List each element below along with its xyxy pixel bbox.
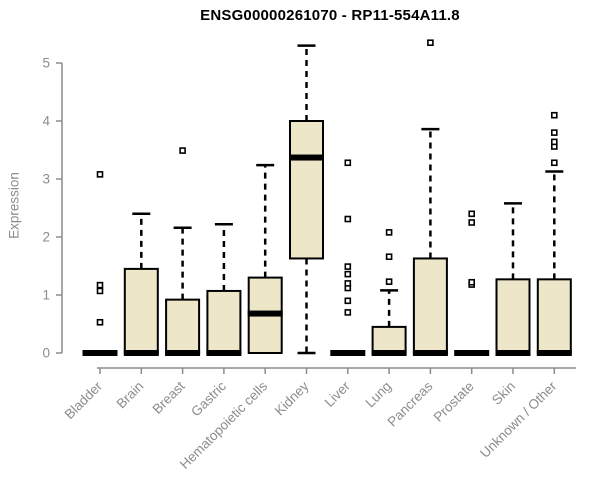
x-tick-label: Brain <box>114 379 147 412</box>
outlier-point-liver <box>344 309 352 316</box>
median-line-kidney <box>289 154 324 161</box>
box-skin <box>495 278 531 354</box>
outlier-point-liver <box>344 270 352 278</box>
median-line-breast <box>165 350 201 356</box>
x-tick-label: Unknown / Other <box>477 378 560 461</box>
outlier-point-unknown-other <box>550 129 558 136</box>
outlier-point-liver <box>344 159 352 167</box>
box-brain <box>123 267 159 354</box>
median-line-liver <box>330 350 366 356</box>
x-tick-label: Breast <box>150 378 188 416</box>
median-line-unknown-other <box>536 350 572 356</box>
outlier-point-lung <box>385 278 393 285</box>
x-tick-label: Kidney <box>272 378 312 418</box>
outlier-point-liver <box>344 263 352 270</box>
outlier-point-bladder <box>96 171 104 178</box>
median-line-pancreas <box>412 350 448 356</box>
outlier-point-lung <box>385 253 393 261</box>
outlier-point-prostate <box>468 210 476 218</box>
box-pancreas <box>412 257 448 354</box>
median-line-lung <box>371 350 407 356</box>
outlier-point-liver <box>344 215 352 223</box>
x-tick-label: Pancreas <box>385 378 436 429</box>
x-tick-label: Liver <box>322 378 354 410</box>
outlier-point-liver <box>344 297 352 305</box>
x-tick-label: Bladder <box>62 378 106 422</box>
box-breast <box>165 298 201 355</box>
median-line-gastric <box>206 350 242 356</box>
y-tick-label: 4 <box>42 114 50 129</box>
y-tick-label: 5 <box>42 56 50 71</box>
median-line-prostate <box>454 350 490 356</box>
x-tick-label: Prostate <box>431 379 477 425</box>
outlier-point-unknown-other <box>550 138 558 146</box>
outlier-point-bladder <box>96 281 104 289</box>
y-tick-label: 3 <box>42 172 50 187</box>
outlier-point-unknown-other <box>550 159 558 167</box>
x-tick-label: Gastric <box>188 378 229 419</box>
x-tick-label: Skin <box>489 379 518 408</box>
box-kidney <box>289 120 324 260</box>
outlier-point-bladder <box>96 318 104 326</box>
box-gastric <box>206 289 242 355</box>
outlier-point-unknown-other <box>550 111 558 119</box>
y-tick-label: 0 <box>42 346 50 361</box>
outlier-point-pancreas <box>427 39 434 47</box>
outlier-point-prostate <box>468 278 476 286</box>
outlier-point-breast <box>179 147 186 154</box>
outlier-point-lung <box>385 229 393 236</box>
box-unknown-other <box>536 278 572 354</box>
median-line-skin <box>495 350 531 356</box>
box-lung <box>371 325 407 354</box>
chart-title: ENSG00000261070 - RP11-554A11.8 <box>200 7 460 24</box>
outlier-point-liver <box>344 280 352 287</box>
y-tick-label: 1 <box>42 288 50 303</box>
median-line-bladder <box>82 350 118 356</box>
median-line-brain <box>123 350 159 356</box>
outlier-point-bladder <box>96 287 104 295</box>
x-tick-label: Lung <box>362 379 394 411</box>
median-line-hematopoietic-cells <box>247 310 283 317</box>
outlier-point-prostate <box>468 219 476 226</box>
y-tick-label: 2 <box>42 230 50 245</box>
